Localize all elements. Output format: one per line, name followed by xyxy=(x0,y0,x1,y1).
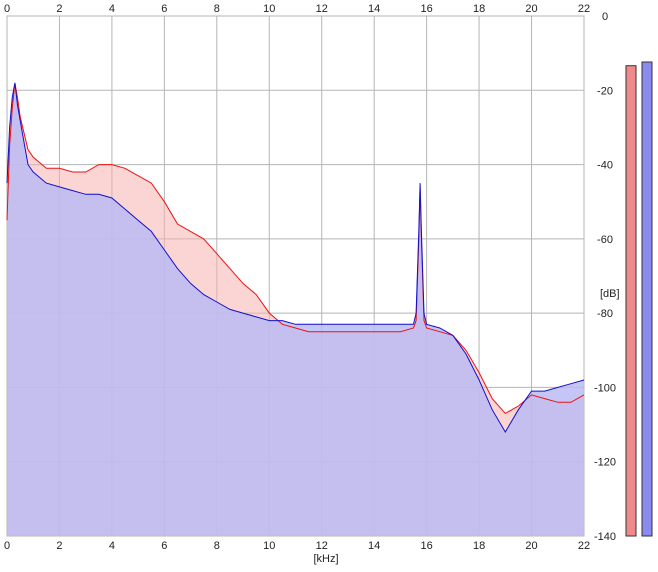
y-tick-label: -60 xyxy=(597,234,613,246)
x-unit-label: [kHz] xyxy=(313,553,338,565)
x-tick-label-bottom: 16 xyxy=(421,540,433,552)
x-tick-label-top: 18 xyxy=(473,3,485,15)
y-tick-label: -40 xyxy=(597,160,613,172)
y-tick-label: -100 xyxy=(594,382,616,394)
x-tick-label-top: 10 xyxy=(263,3,275,15)
x-tick-label-bottom: 4 xyxy=(109,540,115,552)
level-meters xyxy=(625,61,653,537)
x-tick-label-bottom: 2 xyxy=(56,540,62,552)
x-tick-label-top: 6 xyxy=(161,3,167,15)
x-tick-label-bottom: 22 xyxy=(578,540,590,552)
y-tick-label: -20 xyxy=(597,85,613,97)
series-2-line xyxy=(6,82,585,433)
spectrum-lines xyxy=(6,82,585,433)
x-tick-label-bottom: 10 xyxy=(263,540,275,552)
x-tick-label-bottom: 20 xyxy=(525,540,537,552)
y-tick-label: -120 xyxy=(594,457,616,469)
x-tick-labels: 0 2 4 6 8 10 12 14 16 18 20 22 xyxy=(4,3,590,15)
x-tick-label-bottom: 0 xyxy=(4,540,10,552)
x-tick-label-bottom: 18 xyxy=(473,540,485,552)
x-tick-label-top: 2 xyxy=(56,3,62,15)
series-2-area xyxy=(7,82,584,537)
x-tick-label-bottom: 6 xyxy=(161,540,167,552)
y-unit-label: [dB] xyxy=(600,288,620,300)
y-tick-labels: 0 -20 -40 -60 -80 -100 -120 -140 xyxy=(594,11,616,543)
x-tick-label-top: 14 xyxy=(368,3,380,15)
level-meter-2 xyxy=(641,61,653,537)
x-tick-label-top: 12 xyxy=(316,3,328,15)
x-tick-label-bottom: 8 xyxy=(214,540,220,552)
x-tick-label-top: 0 xyxy=(4,3,10,15)
x-tick-label-bottom: 12 xyxy=(316,540,328,552)
y-tick-label: -80 xyxy=(597,308,613,320)
x-tick-label-top: 4 xyxy=(109,3,115,15)
x-tick-label-top: 16 xyxy=(421,3,433,15)
spectrum-areas xyxy=(7,82,584,537)
y-tick-label: -140 xyxy=(594,531,616,543)
x-tick-label-top: 22 xyxy=(578,3,590,15)
y-tick-label: 0 xyxy=(602,11,608,23)
x-tick-labels-bottom: 0 2 4 6 8 10 12 14 16 18 20 22 xyxy=(4,540,590,552)
level-meter-1 xyxy=(625,65,637,537)
x-tick-label-top: 20 xyxy=(525,3,537,15)
x-tick-label-top: 8 xyxy=(214,3,220,15)
x-tick-label-bottom: 14 xyxy=(368,540,380,552)
series-1-line xyxy=(6,82,585,415)
